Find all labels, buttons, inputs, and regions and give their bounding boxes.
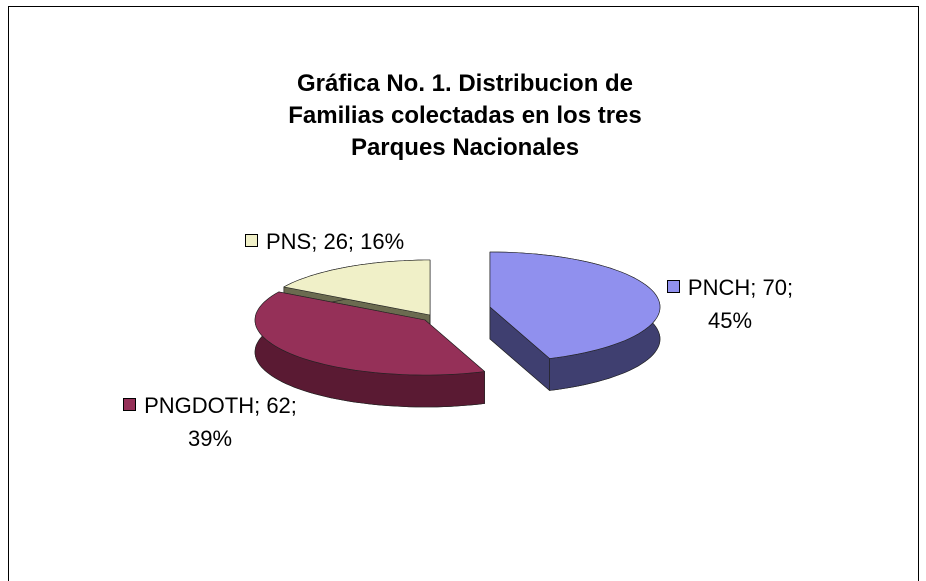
chart-frame <box>8 6 919 581</box>
legend-swatch <box>245 234 258 247</box>
label-text: PNGDOTH; 62; 39% <box>144 393 297 451</box>
pie-slice <box>254 291 485 408</box>
legend-swatch <box>123 398 137 411</box>
slice-top <box>283 259 431 316</box>
data-label: PNCH; 70; 45% <box>665 271 795 337</box>
pie-slice <box>489 251 661 391</box>
slice-top <box>489 251 661 359</box>
label-text: PNCH; 70; 45% <box>687 275 794 333</box>
chart-title: Gráfica No. 1. Distribucion de Familias … <box>288 70 642 161</box>
legend-swatch <box>666 280 680 293</box>
slice-top <box>254 291 485 376</box>
label-text: PNS; 26; 16% <box>266 229 405 254</box>
data-label: PNGDOTH; 62; 39% <box>120 389 300 455</box>
data-label: PNS; 26; 16% <box>245 225 465 258</box>
